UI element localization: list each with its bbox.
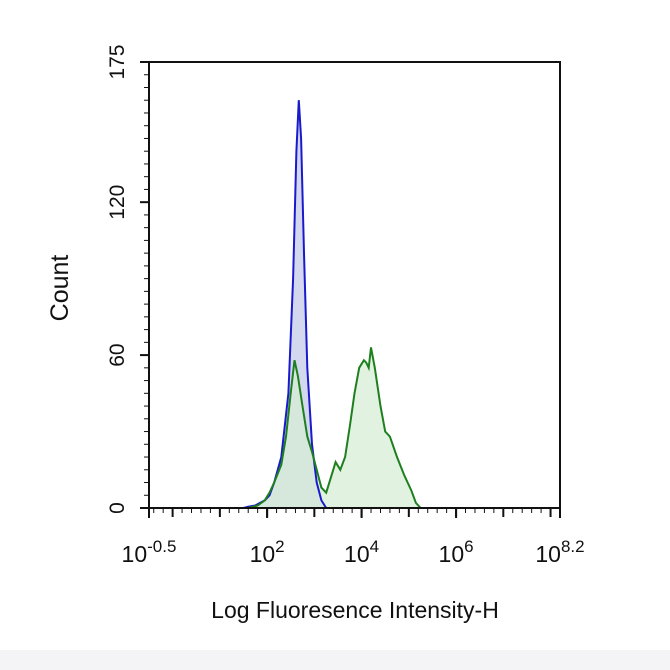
x-tick-label: 108.2 bbox=[535, 537, 584, 567]
x-axis-tick-labels: 10-0.5 102 104 106 108.2 bbox=[122, 537, 585, 567]
y-axis-tick-labels: 0 60 120 175 bbox=[106, 44, 129, 513]
y-tick-label: 120 bbox=[106, 185, 129, 220]
y-tick-label: 0 bbox=[106, 502, 129, 514]
series-green-line bbox=[247, 347, 422, 509]
x-tick-label: 104 bbox=[344, 537, 379, 567]
x-tick-label: 106 bbox=[439, 537, 474, 567]
bottom-strip bbox=[0, 650, 670, 670]
y-tick-label: 175 bbox=[106, 44, 129, 79]
x-axis-ticks bbox=[148, 508, 561, 518]
x-axis-title: Log Fluoresence Intensity-H bbox=[211, 597, 499, 623]
series-layer bbox=[243, 100, 422, 509]
x-tick-label: 10-0.5 bbox=[122, 537, 177, 567]
y-axis-title: Count bbox=[46, 255, 74, 322]
plot-frame bbox=[148, 61, 561, 509]
series-blue-area bbox=[243, 100, 327, 508]
x-tick-label: 102 bbox=[250, 537, 285, 567]
y-tick-label: 60 bbox=[106, 343, 129, 366]
y-axis-ticks bbox=[140, 61, 149, 509]
